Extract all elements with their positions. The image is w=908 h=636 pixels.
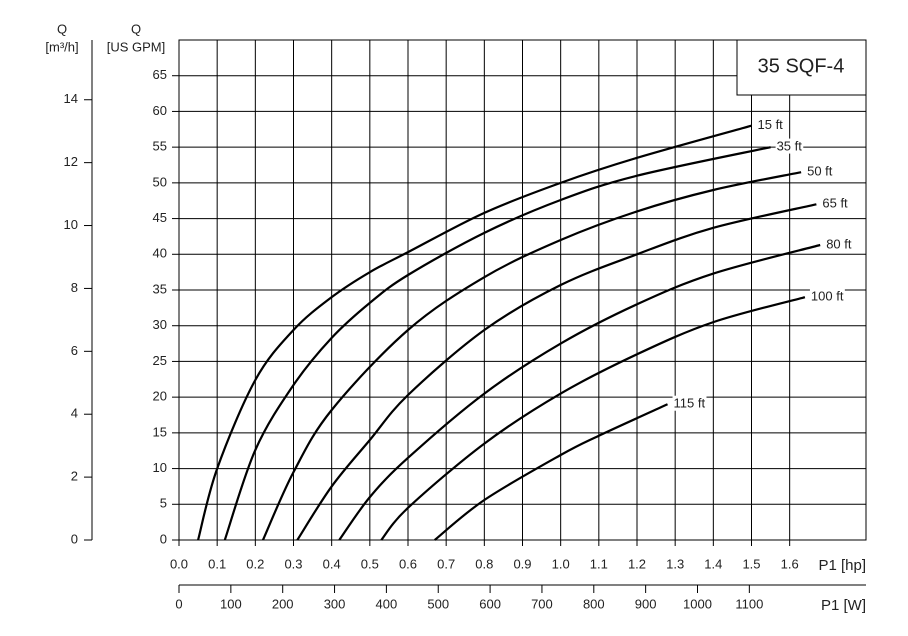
- y2-tick-label: 4: [71, 406, 78, 421]
- x2-tick-label: 300: [324, 596, 346, 611]
- x-tick-label: 1.2: [628, 556, 646, 571]
- y-tick-label: 60: [153, 103, 167, 118]
- y2-tick-label: 6: [71, 343, 78, 358]
- x-tick-label: 1.3: [666, 556, 684, 571]
- y2-axis-unit: [m³/h]: [45, 39, 78, 54]
- x-tick-label: 1.1: [590, 556, 608, 571]
- y-axis-unit: [US GPM]: [107, 39, 166, 54]
- curve: [197, 124, 752, 541]
- y-tick-label: 0: [160, 531, 167, 546]
- y-tick-label: 20: [153, 389, 167, 404]
- x-axis-label: P1 [hp]: [818, 557, 866, 574]
- y-tick-label: 65: [153, 67, 167, 82]
- x2-axis-label: P1 [W]: [821, 597, 866, 614]
- x-tick-label: 0.8: [475, 556, 493, 571]
- x2-tick-label: 100: [220, 596, 242, 611]
- x-tick-label: 1.5: [742, 556, 760, 571]
- x2-tick-label: 0: [175, 596, 182, 611]
- y-tick-label: 5: [160, 496, 167, 511]
- curve: [434, 403, 668, 541]
- curve-label: 35 ft: [777, 139, 803, 154]
- x-tick-label: 0.9: [513, 556, 531, 571]
- curve-label-bg: [775, 138, 804, 154]
- x2-tick-label: 600: [479, 596, 501, 611]
- x2-tick-label: 1100: [735, 596, 763, 611]
- curve: [296, 203, 817, 541]
- x2-tick-label: 900: [635, 596, 657, 611]
- y2-tick-label: 10: [64, 217, 78, 232]
- y-tick-label: 35: [153, 281, 167, 296]
- y-tick-label: 15: [153, 424, 167, 439]
- curve-label: 15 ft: [758, 117, 784, 132]
- x2-tick-label: 200: [272, 596, 294, 611]
- x2-tick-label: 800: [583, 596, 605, 611]
- y-tick-label: 25: [153, 353, 167, 368]
- x-tick-label: 1.0: [552, 556, 570, 571]
- y-tick-label: 40: [153, 246, 167, 261]
- y-tick-label: 10: [153, 460, 167, 475]
- y-tick-label: 45: [153, 210, 167, 225]
- curve-label-bg: [821, 195, 850, 211]
- x-tick-label: 0.6: [399, 556, 417, 571]
- curve-label: 115 ft: [674, 396, 706, 411]
- curve-label: 50 ft: [807, 164, 833, 179]
- curve: [338, 243, 821, 541]
- curve-label-bg: [672, 395, 707, 411]
- x-tick-label: 1.6: [781, 556, 799, 571]
- y-tick-label: 50: [153, 174, 167, 189]
- curve: [380, 296, 806, 541]
- curve: [223, 146, 771, 541]
- x-tick-label: 0.0: [170, 556, 188, 571]
- curve-label-bg: [756, 117, 785, 133]
- x-tick-label: 0.1: [208, 556, 226, 571]
- curve-label: 65 ft: [822, 196, 848, 211]
- y2-tick-label: 8: [71, 280, 78, 295]
- y-axis-label: Q: [131, 21, 141, 36]
- x2-tick-label: 700: [531, 596, 553, 611]
- y2-tick-label: 2: [71, 469, 78, 484]
- curve-label: 100 ft: [811, 289, 844, 304]
- curve-label-bg: [825, 236, 853, 252]
- curve: [261, 171, 802, 541]
- y-tick-label: 55: [153, 139, 167, 154]
- x2-tick-label: 400: [376, 596, 398, 611]
- curve-label-bg: [809, 288, 845, 304]
- x2-tick-label: 500: [427, 596, 449, 611]
- x-tick-label: 0.4: [323, 556, 341, 571]
- title-box: [736, 39, 867, 96]
- curve-label: 80 ft: [826, 236, 852, 251]
- x-tick-label: 0.3: [284, 556, 302, 571]
- y2-tick-label: 14: [64, 91, 78, 106]
- x-tick-label: 0.7: [437, 556, 455, 571]
- x-tick-label: 1.4: [704, 556, 722, 571]
- x-tick-label: 0.2: [246, 556, 264, 571]
- chart-title: 35 SQF-4: [758, 55, 845, 77]
- x-tick-label: 0.5: [361, 556, 379, 571]
- y2-axis-label: Q: [57, 21, 67, 36]
- y2-tick-label: 12: [64, 154, 78, 169]
- curve-label-bg: [806, 163, 834, 179]
- y2-tick-label: 0: [71, 531, 78, 546]
- y-tick-label: 30: [153, 317, 167, 332]
- x2-tick-label: 1000: [683, 596, 712, 611]
